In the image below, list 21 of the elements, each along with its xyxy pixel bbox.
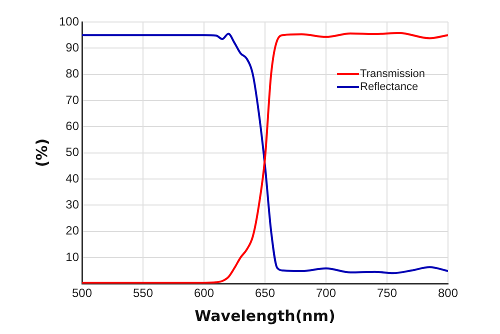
y-tick-label: 40 [66,171,80,186]
y-tick-label: 60 [66,118,80,133]
x-tick-label: 600 [194,286,214,300]
x-tick-label: 500 [72,286,92,300]
x-axis-title: Wavelength(nm) [194,306,336,325]
x-tick-label: 550 [133,286,154,300]
y-tick-label: 80 [66,66,80,81]
x-tick-label: 700 [316,286,336,300]
x-tick-label: 650 [254,286,276,300]
y-tick-label: 10 [66,250,80,264]
y-tick-label: 20 [66,224,80,238]
legend-label: Transmission [360,68,426,80]
y-tick-label: 70 [66,92,80,107]
y-axis-title: (%) [32,138,51,168]
y-tick-label: 50 [66,145,80,160]
legend-label: Reflectance [360,81,418,94]
x-tick-label: 800 [438,286,458,300]
x-tick-label: 750 [376,286,398,300]
y-tick-label: 90 [66,40,80,54]
y-tick-label: 100 [58,14,80,28]
y-tick-label: 30 [66,197,80,212]
